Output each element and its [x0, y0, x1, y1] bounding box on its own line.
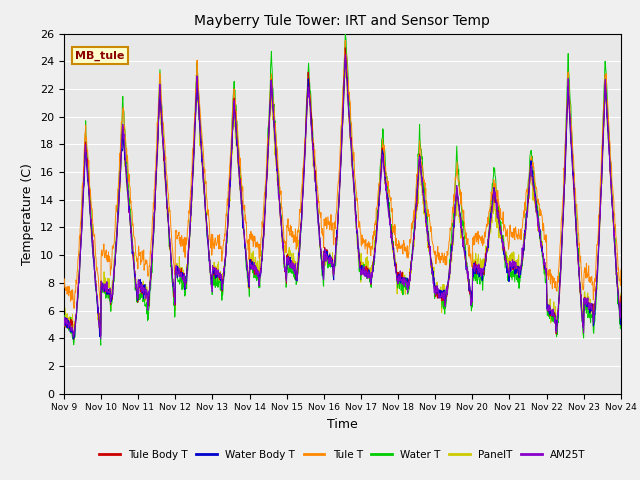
X-axis label: Time: Time — [327, 418, 358, 431]
Y-axis label: Temperature (C): Temperature (C) — [22, 163, 35, 264]
Title: Mayberry Tule Tower: IRT and Sensor Temp: Mayberry Tule Tower: IRT and Sensor Temp — [195, 14, 490, 28]
Legend: Tule Body T, Water Body T, Tule T, Water T, PanelT, AM25T: Tule Body T, Water Body T, Tule T, Water… — [95, 445, 590, 464]
Text: MB_tule: MB_tule — [75, 51, 125, 61]
